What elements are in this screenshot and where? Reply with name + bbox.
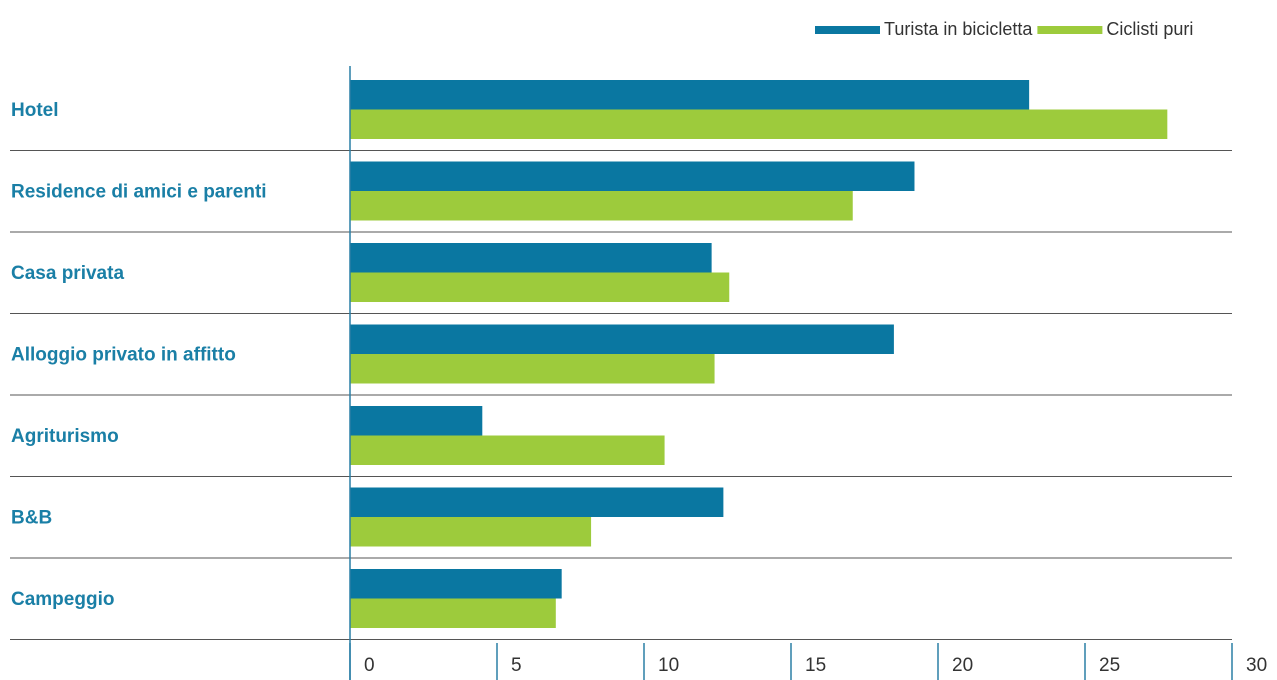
category-label: Residence di amici e parenti xyxy=(11,182,267,203)
x-tick-label: 20 xyxy=(952,655,973,676)
category-label: Hotel xyxy=(11,100,59,121)
category-label: B&B xyxy=(11,508,52,529)
bar xyxy=(350,243,712,273)
x-tick-label: 25 xyxy=(1099,655,1120,676)
bar xyxy=(350,487,724,517)
bar xyxy=(350,80,1030,110)
category-label: Agriturismo xyxy=(11,426,119,447)
bar xyxy=(350,191,853,221)
bar xyxy=(350,324,894,354)
bar xyxy=(350,272,730,302)
x-tick-label: 15 xyxy=(805,655,826,676)
category-label: Casa privata xyxy=(11,263,124,284)
x-tick-label: 30 xyxy=(1246,655,1267,676)
bar xyxy=(350,406,483,436)
legend-label: Turista in bicicletta xyxy=(884,19,1033,39)
x-tick-label: 5 xyxy=(511,655,522,676)
bar xyxy=(350,109,1168,139)
bar xyxy=(350,598,556,628)
category-label: Campeggio xyxy=(11,589,114,610)
bar xyxy=(350,354,715,384)
x-tick-label: 0 xyxy=(364,655,375,676)
bar xyxy=(350,517,592,547)
legend-label: Ciclisti puri xyxy=(1106,19,1193,39)
bar xyxy=(350,435,665,465)
category-label: Alloggio privato in affitto xyxy=(11,345,236,366)
legend-swatch xyxy=(1037,26,1103,34)
x-tick-label: 10 xyxy=(658,655,679,676)
legend-swatch xyxy=(815,26,880,34)
bar xyxy=(350,161,915,191)
bar xyxy=(350,569,562,599)
